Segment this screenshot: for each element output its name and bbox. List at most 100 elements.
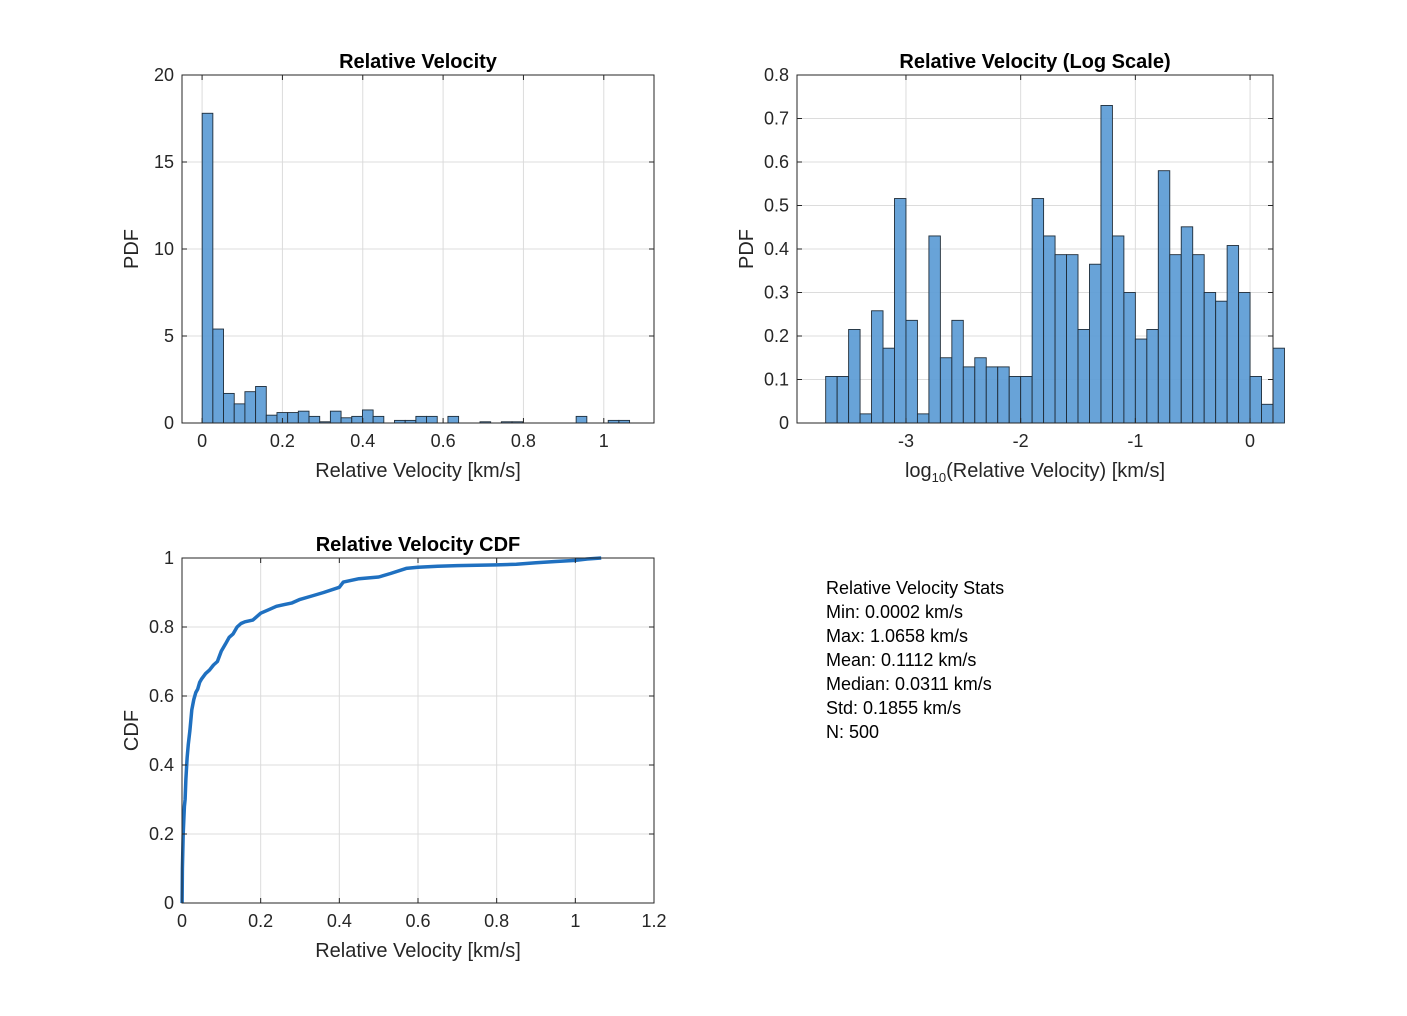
y-tick-label: 15 xyxy=(154,152,174,172)
histogram-bar xyxy=(1249,376,1262,424)
histogram-bar xyxy=(882,347,895,424)
histogram-bar xyxy=(447,415,460,424)
y-axis-label: CDF xyxy=(121,710,143,751)
x-axis-label: Relative Velocity [km/s] xyxy=(315,460,521,482)
histogram-bar xyxy=(361,409,374,424)
stats-median: Median: 0.0311 km/s xyxy=(826,674,992,694)
x-tick-label: 0.6 xyxy=(431,431,456,451)
histogram-bar xyxy=(244,391,257,424)
histogram-bar xyxy=(426,415,438,424)
histogram-bar xyxy=(1203,292,1217,424)
x-tick-label: 0 xyxy=(1245,431,1255,451)
histogram-bar xyxy=(575,415,588,424)
x-axis-label-log: log xyxy=(905,460,932,482)
histogram-bar xyxy=(1077,329,1090,424)
y-tick-label: 0.2 xyxy=(149,824,174,844)
histogram-bar xyxy=(1134,338,1148,424)
stats-max: Max: 1.0658 km/s xyxy=(826,626,969,646)
histogram-bar xyxy=(1272,347,1285,424)
y-tick-label: 0.8 xyxy=(149,617,174,637)
histogram-bar xyxy=(848,329,861,424)
histogram-bar xyxy=(939,357,953,424)
histogram-bar xyxy=(997,366,1010,424)
x-tick-label: 0 xyxy=(197,431,207,451)
x-tick-label: 1.2 xyxy=(641,911,666,931)
histogram-bar xyxy=(340,417,353,424)
histogram-bar xyxy=(351,415,363,424)
x-tick-label: 0 xyxy=(177,911,187,931)
cdf-line xyxy=(180,556,602,904)
histogram-bar xyxy=(372,415,385,424)
histogram-bar xyxy=(1180,226,1194,424)
histogram-bar xyxy=(905,319,918,424)
histogram-bar xyxy=(308,415,321,424)
x-tick-label: 0.8 xyxy=(511,431,536,451)
histogram-bar xyxy=(1089,263,1102,424)
y-tick-label: 10 xyxy=(154,239,174,259)
histogram-bar xyxy=(1169,254,1182,424)
histogram-bar xyxy=(265,414,278,424)
stats-std: Std: 0.1855 km/s xyxy=(826,698,962,718)
x-tick-label: -2 xyxy=(1013,431,1029,451)
histogram-bar xyxy=(329,410,342,424)
x-tick-label: 0.4 xyxy=(327,911,352,931)
histogram-bar xyxy=(287,412,299,424)
y-tick-label: 5 xyxy=(164,326,174,346)
x-axis-label: log10(Relative Velocity) [km/s] xyxy=(905,460,1165,485)
histogram-bar xyxy=(1031,198,1045,424)
histogram-bar xyxy=(859,413,873,424)
histogram-bar xyxy=(825,376,838,424)
stats-mean: Mean: 0.1112 km/s xyxy=(826,650,977,670)
histogram-bar xyxy=(1261,403,1274,424)
y-tick-label: 20 xyxy=(154,65,174,85)
stats-title: Relative Velocity Stats xyxy=(826,578,1005,598)
chart-3: 0 0.2 0.4 0.6 0.8 1 1.2 0 0.2 0.4 0.6 0.8 1 Relative … xyxy=(121,534,667,962)
histogram-bar xyxy=(928,235,941,424)
x-tick-label: 1 xyxy=(599,431,609,451)
histogram-bar xyxy=(1215,300,1228,424)
histogram-bar xyxy=(1020,376,1033,424)
histogram-bar xyxy=(985,366,999,424)
histogram-bar xyxy=(255,386,267,424)
histogram-bar xyxy=(1192,254,1205,424)
histogram-bar xyxy=(1226,245,1240,424)
histogram-bar xyxy=(223,392,235,424)
histogram-bar xyxy=(916,413,930,424)
x-axis-label-sub: 10 xyxy=(932,470,946,485)
histogram-bar xyxy=(1238,292,1251,424)
chart-title: Relative Velocity (Log Scale) xyxy=(899,51,1170,73)
y-tick-label: 0.8 xyxy=(764,65,789,85)
x-tick-label: -3 xyxy=(898,431,914,451)
histogram-bar xyxy=(1111,235,1125,424)
y-tick-label: 0 xyxy=(164,893,174,913)
y-axis-label: PDF xyxy=(121,229,143,269)
y-tick-label: 0.4 xyxy=(764,239,789,259)
x-axis-label-rest: (Relative Velocity) [km/s] xyxy=(946,460,1165,482)
histogram-bar xyxy=(415,415,428,424)
y-tick-label: 0 xyxy=(779,413,789,433)
histogram-bar xyxy=(201,112,214,424)
chart-title: Relative Velocity CDF xyxy=(316,534,521,556)
histogram-bar xyxy=(836,376,850,424)
stats-panel: Relative Velocity Stats Min: 0.0002 km/s… xyxy=(826,576,1004,744)
histogram-bar xyxy=(962,366,976,424)
histogram-bar xyxy=(1157,170,1171,424)
x-tick-label: 0.2 xyxy=(248,911,273,931)
histogram-bar xyxy=(233,403,246,424)
histogram-bar xyxy=(1008,376,1022,424)
y-tick-label: 0.7 xyxy=(764,109,789,129)
histogram-bar xyxy=(951,319,964,424)
y-axis-label: PDF xyxy=(736,229,758,269)
histogram-bar xyxy=(297,410,310,424)
x-tick-label: 0.8 xyxy=(484,911,509,931)
stats-min: Min: 0.0002 km/s xyxy=(826,602,964,622)
histogram-bar xyxy=(1123,292,1136,424)
y-tick-label: 0.3 xyxy=(764,283,789,303)
histogram-bar xyxy=(1100,104,1113,424)
x-axis-label: Relative Velocity [km/s] xyxy=(315,940,521,962)
y-tick-label: 1 xyxy=(164,548,174,568)
histogram-bar xyxy=(1054,254,1067,424)
y-tick-label: 0.5 xyxy=(764,196,789,216)
